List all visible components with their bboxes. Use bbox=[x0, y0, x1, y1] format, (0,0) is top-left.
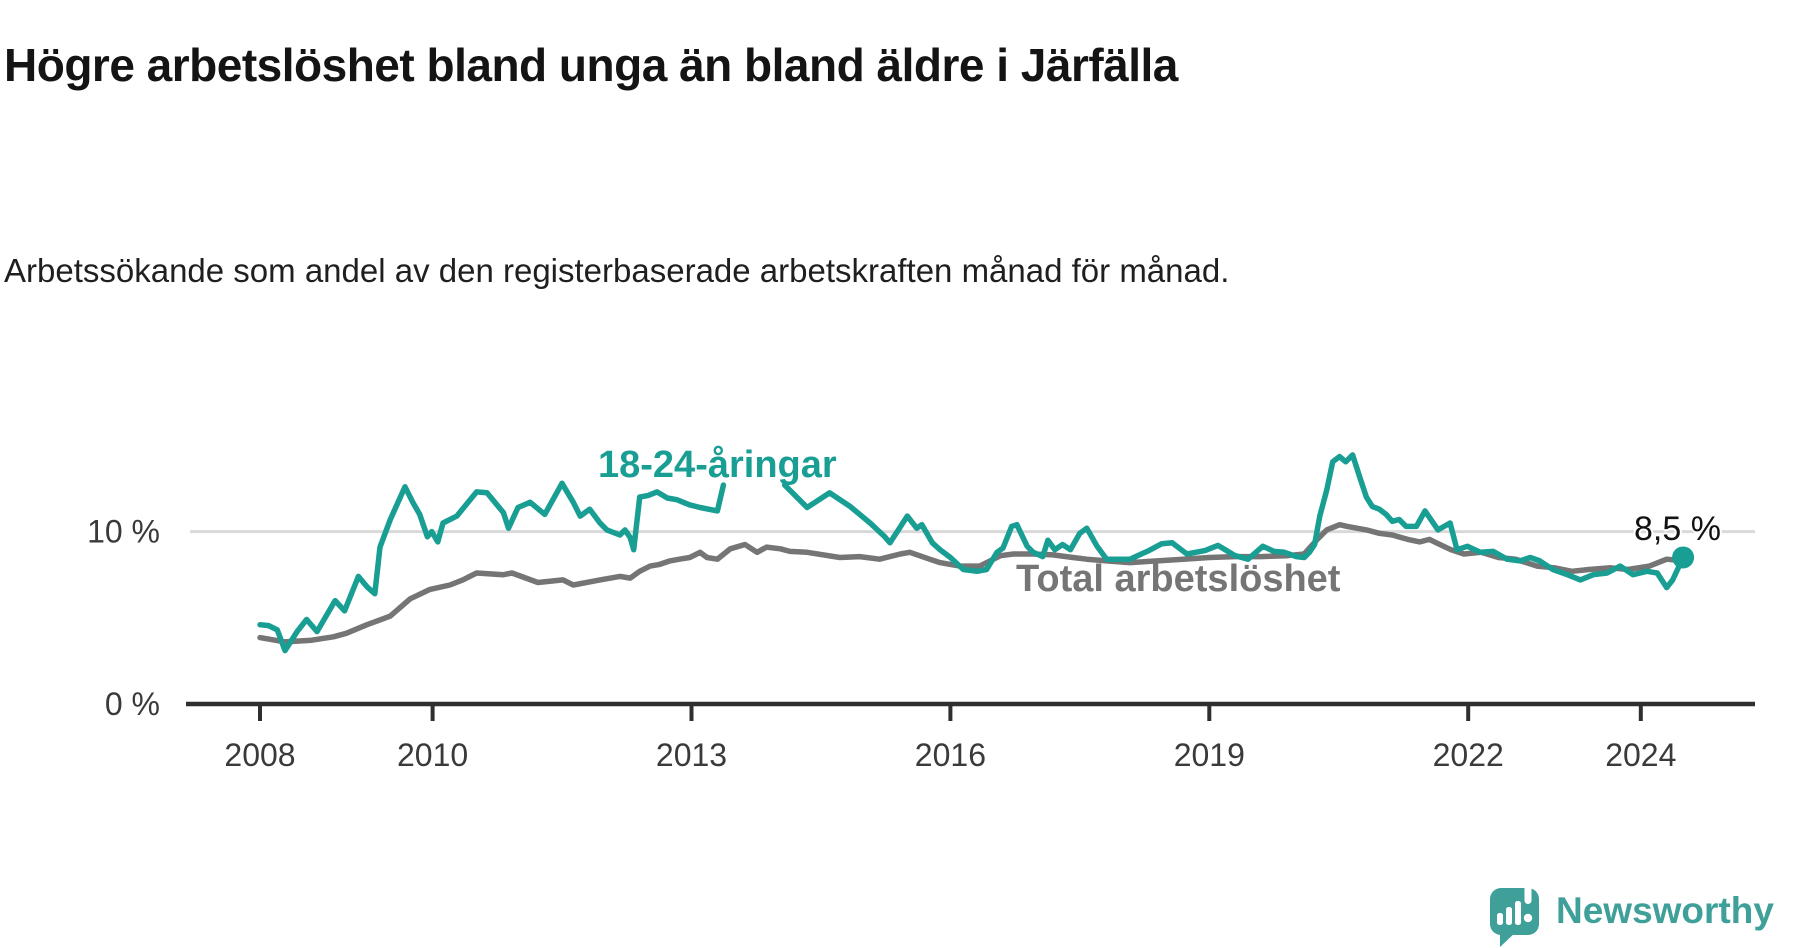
x-tick-label: 2016 bbox=[915, 737, 986, 773]
newsworthy-wordmark: Newsworthy bbox=[1556, 890, 1774, 931]
series-label-youth: 18-24-åringar bbox=[598, 444, 837, 486]
series-line-youth bbox=[781, 452, 1686, 591]
y-tick-label: 0 % bbox=[105, 686, 160, 722]
page-title: Högre arbetslöshet bland unga än bland ä… bbox=[4, 38, 1178, 91]
x-tick-label: 2019 bbox=[1174, 737, 1245, 773]
chart-subtitle: Arbetssökande som andel av den registerb… bbox=[4, 252, 1230, 289]
x-tick-label: 2013 bbox=[656, 737, 727, 773]
latest-value-dot bbox=[1672, 546, 1695, 569]
x-tick-label: 2024 bbox=[1605, 737, 1676, 773]
series-line-total bbox=[257, 521, 1686, 645]
y-tick-label: 10 % bbox=[87, 514, 160, 550]
x-tick-label: 2010 bbox=[397, 737, 468, 773]
newsworthy-logo-icon bbox=[1490, 878, 1539, 947]
x-tick-label: 2022 bbox=[1433, 737, 1504, 773]
series-label-total: Total arbetslöshet bbox=[1016, 558, 1341, 600]
latest-value-label: 8,5 % bbox=[1634, 510, 1721, 548]
x-tick-label: 2008 bbox=[224, 737, 295, 773]
series-line-youth bbox=[257, 480, 727, 654]
